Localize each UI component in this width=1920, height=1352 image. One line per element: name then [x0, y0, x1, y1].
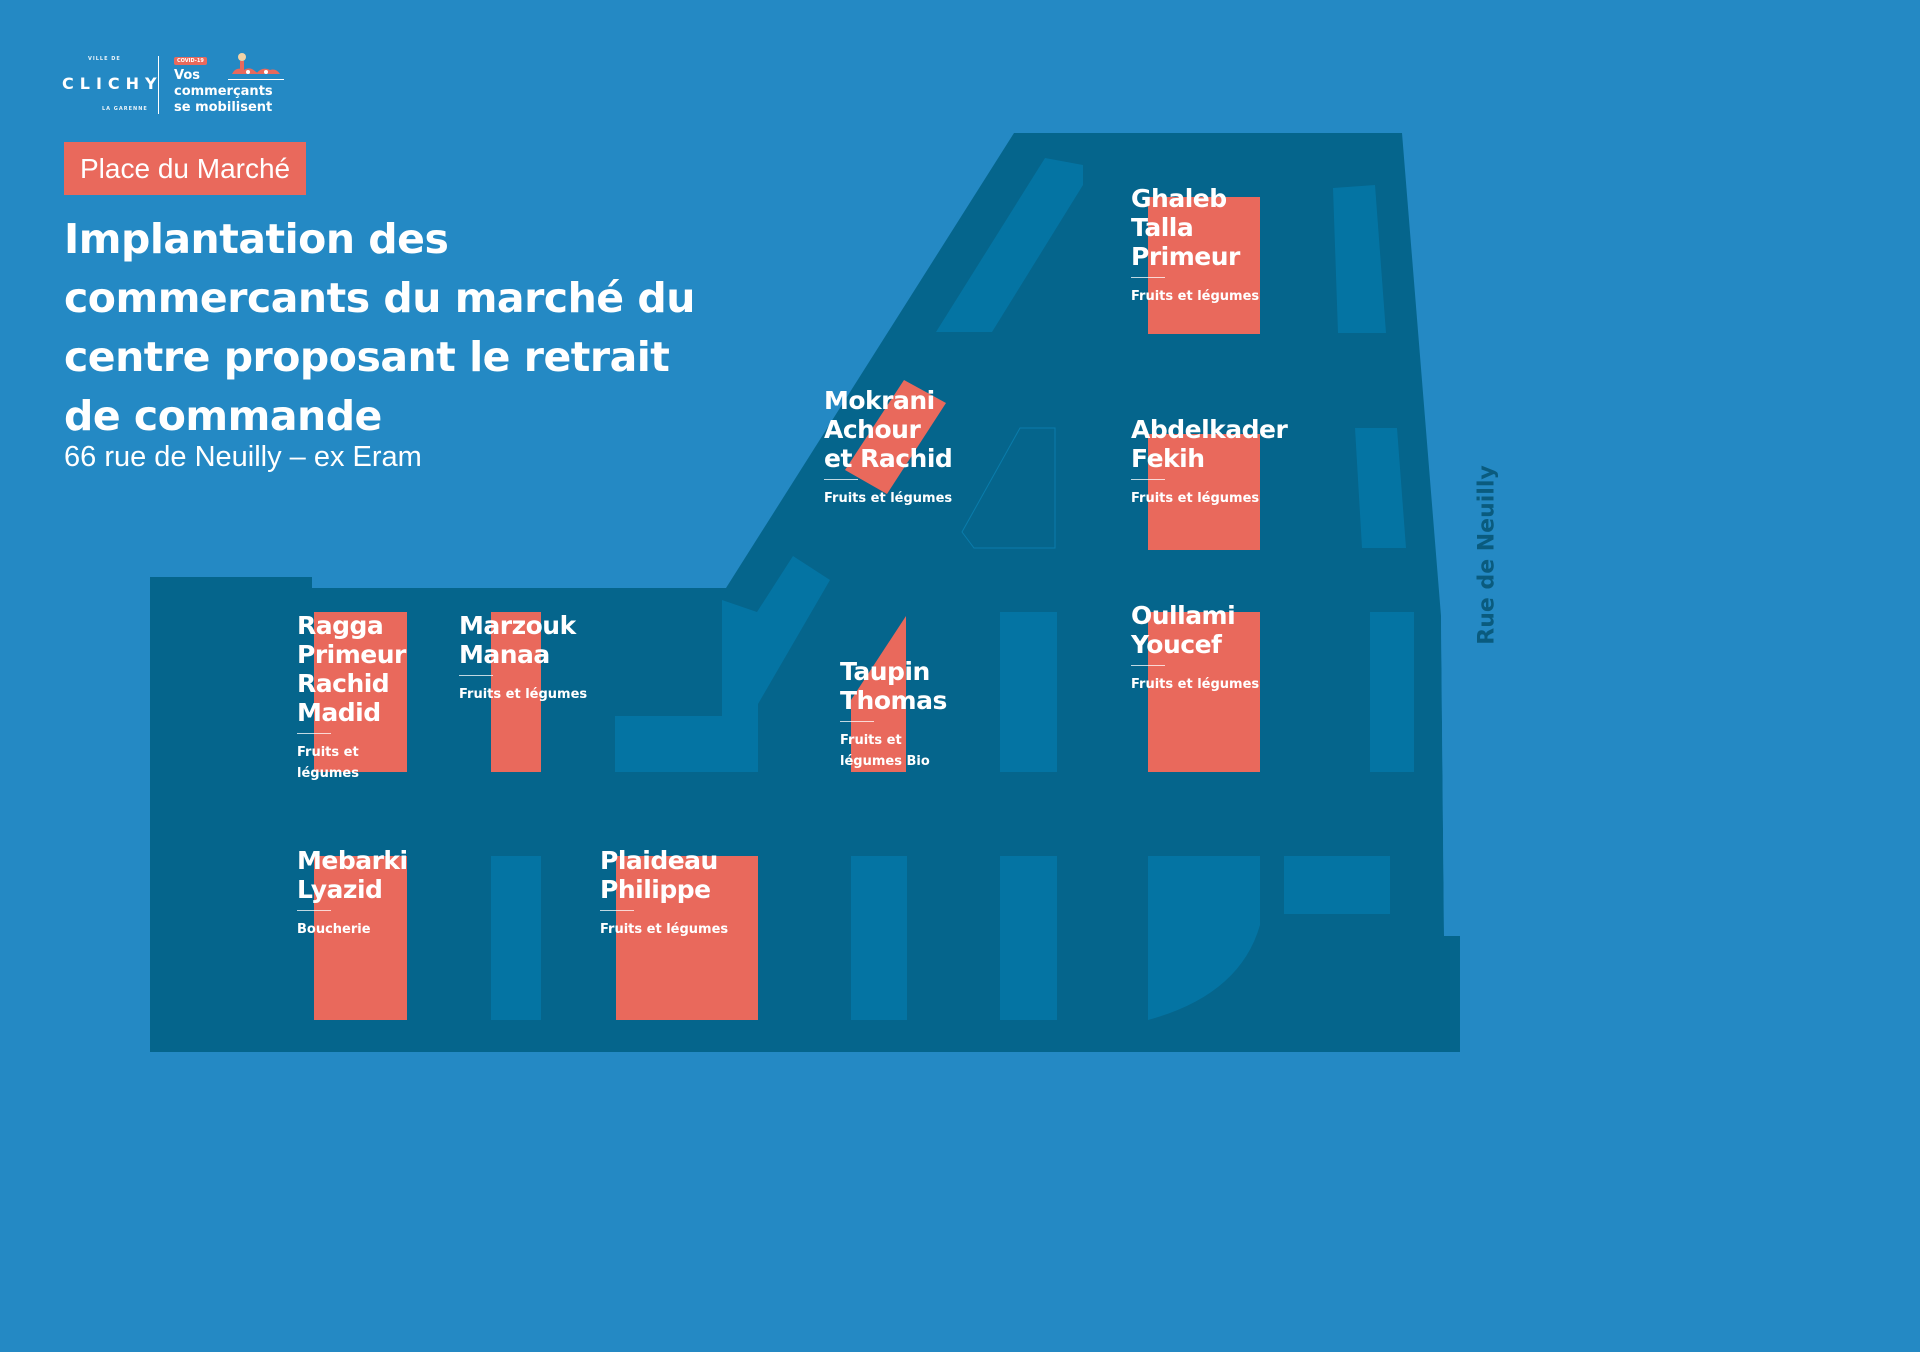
market-area-right-notch: [1441, 616, 1460, 936]
place-tag: Place du Marché: [64, 142, 307, 195]
clichy-logo-bottom-text: LA GARENNE: [102, 106, 148, 112]
merchant-divider: [840, 721, 874, 722]
merchant-category: Fruits et légumes: [297, 745, 359, 781]
empty-stall: [1000, 856, 1057, 1020]
merchant-divider: [1131, 479, 1165, 480]
merchant-stall-mokrani: [845, 380, 946, 494]
merchant-stall-abdelkader: [1148, 434, 1260, 550]
merchant-name: Marzouk Manaa: [459, 611, 576, 669]
clichy-logo: VILLE DE CLICHY LA GARENNE: [62, 52, 158, 118]
merchant-name: Ragga Primeur Rachid Madid: [297, 611, 406, 727]
merchant-label-ragga: Ragga Primeur Rachid Madid Fruits et lég…: [297, 611, 467, 784]
merchant-category: Fruits et légumes: [1131, 491, 1260, 506]
logo-block: VILLE DE CLICHY LA GARENNE COVID-19 Vos …: [62, 52, 302, 118]
empty-stall: [615, 556, 830, 772]
street-label: Rue de Neuilly: [1474, 465, 1500, 645]
merchant-label-mokrani: Mokrani Achour et Rachid Fruits et légum…: [824, 386, 994, 509]
campaign-underline: [228, 79, 284, 80]
merchant-category: Boucherie: [297, 922, 371, 937]
empty-stall: [936, 158, 1083, 332]
merchant-label-oullami: Oullami Youcef Fruits et légumes: [1131, 601, 1301, 695]
merchant-stall-ragga: [314, 612, 407, 772]
empty-stall: [1000, 612, 1057, 772]
campaign-text: Vos commerçants se mobilisent: [174, 68, 273, 115]
merchant-name: Plaideau Philippe: [600, 846, 718, 904]
merchant-category: Fruits et légumes: [1131, 289, 1260, 304]
merchant-stall-ghaleb: [1148, 197, 1260, 334]
merchant-label-abdelkader: Abdelkader Fekih Fruits et légumes: [1131, 415, 1301, 509]
merchant-category: Fruits et légumes: [600, 922, 729, 937]
merchant-category: Fruits et légumes Bio: [840, 733, 930, 769]
empty-stall: [491, 856, 541, 1020]
merchant-stall-taupin: [851, 616, 906, 772]
page-subtitle: 66 rue de Neuilly – ex Eram: [64, 441, 422, 473]
merchant-name: Mokrani Achour et Rachid: [824, 386, 953, 473]
empty-stall: [961, 427, 1056, 549]
merchant-stall-marzouk: [491, 612, 541, 772]
merchant-label-marzouk: Marzouk Manaa Fruits et légumes: [459, 611, 629, 705]
empty-stall: [1355, 428, 1406, 548]
merchant-divider: [297, 733, 331, 734]
empty-stall: [1370, 612, 1414, 772]
clichy-logo-word: CLICHY: [62, 74, 163, 93]
logo-divider: [158, 56, 159, 114]
merchant-stall-mebarki: [314, 856, 407, 1020]
merchant-name: Taupin Thomas: [840, 657, 947, 715]
merchant-divider: [1131, 665, 1165, 666]
merchant-divider: [824, 479, 858, 480]
merchant-name: Abdelkader Fekih: [1131, 415, 1288, 473]
covid-tag: COVID-19: [174, 57, 207, 65]
merchant-label-ghaleb: Ghaleb Talla Primeur Fruits et légumes: [1131, 184, 1301, 307]
merchant-name: Oullami Youcef: [1131, 601, 1236, 659]
empty-stall: [1284, 856, 1390, 914]
merchant-label-taupin: Taupin Thomas Fruits et légumes Bio: [840, 657, 1010, 772]
shop-illustration-icon: [232, 53, 280, 74]
merchant-stall-oullami: [1148, 612, 1260, 772]
merchant-category: Fruits et légumes: [459, 687, 588, 702]
merchant-name: Mebarki Lyazid: [297, 846, 408, 904]
merchant-stall-plaideau: [616, 856, 758, 1020]
merchant-divider: [600, 910, 634, 911]
market-map: [150, 133, 1460, 1052]
merchant-divider: [297, 910, 331, 911]
empty-stall: [851, 856, 907, 1020]
merchant-name: Ghaleb Talla Primeur: [1131, 184, 1240, 271]
merchant-category: Fruits et légumes: [824, 491, 953, 506]
page-title: Implantation des commercants du marché d…: [64, 215, 695, 440]
merchant-category: Fruits et légumes: [1131, 677, 1260, 692]
merchant-label-plaideau: Plaideau Philippe Fruits et légumes: [600, 846, 770, 940]
empty-stall: [1148, 856, 1260, 1020]
merchant-divider: [459, 675, 493, 676]
empty-stall: [1333, 185, 1386, 333]
merchant-divider: [1131, 277, 1165, 278]
clichy-logo-top-text: VILLE DE: [88, 56, 121, 62]
merchant-label-mebarki: Mebarki Lyazid Boucherie: [297, 846, 467, 940]
